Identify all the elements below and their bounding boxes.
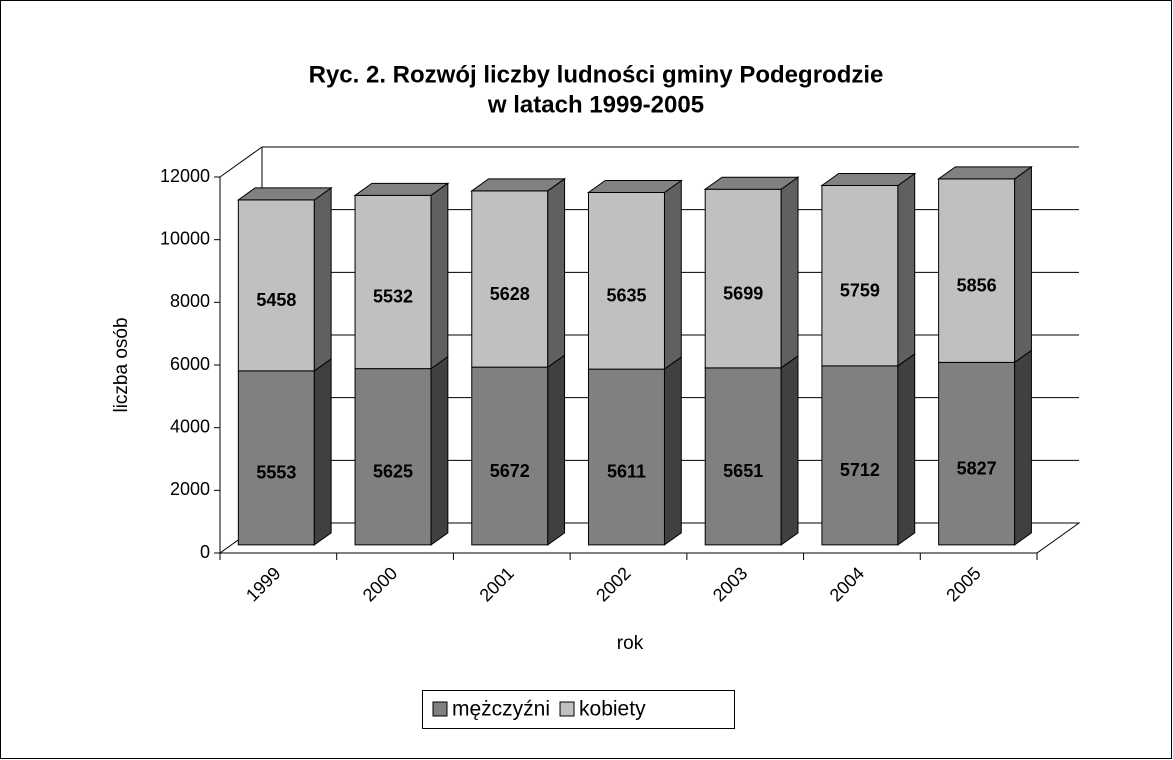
data-label: 5651 <box>723 461 763 481</box>
bar-side <box>430 182 449 370</box>
y-axis-label: liczba osób <box>111 317 132 412</box>
bar-side <box>547 354 566 546</box>
bar-side <box>1014 165 1032 364</box>
bar-front <box>354 368 432 546</box>
bar-side <box>547 177 566 369</box>
y-tick-label: 8000 <box>170 291 210 311</box>
bar-front <box>938 361 1016 546</box>
data-label: 5458 <box>256 290 296 310</box>
data-label: 5611 <box>607 462 646 482</box>
data-label: 5856 <box>957 275 997 295</box>
bar-front <box>938 178 1016 363</box>
bar-front <box>237 199 315 372</box>
bar-front <box>354 194 432 370</box>
bar-side <box>897 172 916 367</box>
y-tick-label: 0 <box>200 542 210 562</box>
data-label: 5827 <box>957 458 997 478</box>
bar-front <box>704 188 782 369</box>
data-label: 5672 <box>490 461 530 481</box>
y-tick-label: 4000 <box>170 416 210 436</box>
legend-label: kobiety <box>579 698 646 721</box>
legend-box <box>422 690 735 729</box>
bar-side <box>780 354 799 546</box>
bar-side <box>313 186 332 372</box>
chart-title: w latach 1999-2005 <box>487 91 704 118</box>
legend-swatch <box>559 701 575 717</box>
bar-top <box>820 172 917 186</box>
y-tick-label: 12000 <box>160 166 210 186</box>
bar-top <box>353 182 450 196</box>
bar-top <box>703 176 800 190</box>
bar-side <box>663 179 682 371</box>
data-label: 5625 <box>373 462 413 482</box>
legend-swatch <box>432 701 448 717</box>
data-label: 5532 <box>373 287 413 307</box>
bar-side <box>780 176 799 369</box>
data-label: 5553 <box>256 463 296 483</box>
bar-side <box>663 356 682 546</box>
bar-top <box>937 166 1033 180</box>
bar-side <box>430 355 449 546</box>
data-label: 5759 <box>840 280 880 300</box>
bar-front <box>471 366 549 546</box>
data-label: 5699 <box>723 283 763 303</box>
bar-front <box>821 184 899 367</box>
bar-front <box>587 192 665 370</box>
bar-front <box>821 365 899 546</box>
y-tick-label: 6000 <box>170 354 210 374</box>
y-tick-label: 10000 <box>160 228 210 248</box>
data-label: 5712 <box>840 460 880 480</box>
bar-top <box>586 180 683 194</box>
bar-front <box>471 190 549 368</box>
x-axis-label: rok <box>617 633 644 654</box>
bar-front <box>587 368 665 546</box>
chart-title: Ryc. 2. Rozwój liczby ludności gminy Pod… <box>309 61 884 88</box>
bar-top <box>470 178 567 192</box>
bar-side <box>1014 349 1032 546</box>
bar-top <box>236 187 333 201</box>
side-wall-top <box>219 146 263 178</box>
bar-side <box>313 357 332 546</box>
data-label: 5628 <box>490 284 530 304</box>
legend-label: mężczyźni <box>452 698 550 721</box>
bar-front <box>704 367 782 546</box>
bar-side <box>897 352 916 546</box>
y-tick-label: 2000 <box>170 479 210 499</box>
data-label: 5635 <box>606 286 646 306</box>
bar-front <box>237 370 315 546</box>
